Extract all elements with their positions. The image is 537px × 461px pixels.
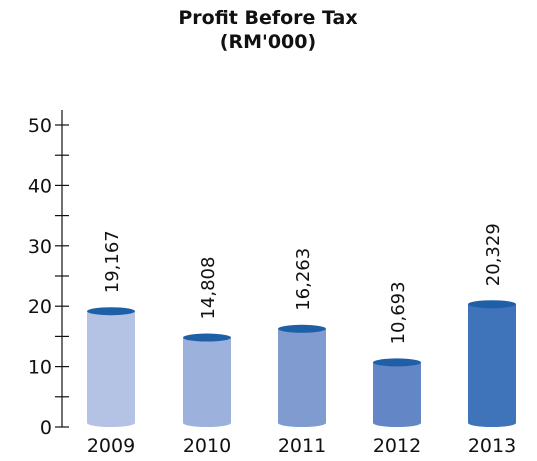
x-tick-label: 2010 — [183, 435, 231, 457]
y-tick-label: 50 — [28, 115, 52, 137]
chart-subtitle: (RM'000) — [220, 31, 316, 53]
value-label: 10,693 — [388, 281, 409, 344]
bar — [278, 328, 326, 427]
value-label: 20,329 — [483, 223, 504, 286]
y-tick-label: 20 — [28, 296, 52, 318]
x-tick-label: 2012 — [373, 435, 421, 457]
bar — [468, 304, 516, 427]
x-tick-label: 2009 — [87, 435, 135, 457]
x-tick-label: 2011 — [278, 435, 326, 457]
y-tick-label: 40 — [28, 175, 52, 197]
y-tick-label: 30 — [28, 236, 52, 258]
chart-title: Profit Before Tax — [178, 7, 357, 29]
value-label: 16,263 — [293, 248, 314, 311]
bar-cap — [373, 358, 421, 367]
y-tick-label: 10 — [28, 357, 52, 379]
x-tick-label: 2013 — [468, 435, 516, 457]
value-label: 19,167 — [102, 230, 123, 293]
bar-cap — [87, 307, 135, 316]
bar — [373, 362, 421, 427]
bar-cap — [183, 333, 231, 342]
bar — [87, 311, 135, 427]
bar — [183, 337, 231, 427]
y-tick-label: 0 — [40, 417, 52, 439]
bar-cap — [278, 324, 326, 333]
value-label: 14,808 — [198, 257, 219, 320]
bar-cap — [468, 300, 516, 309]
